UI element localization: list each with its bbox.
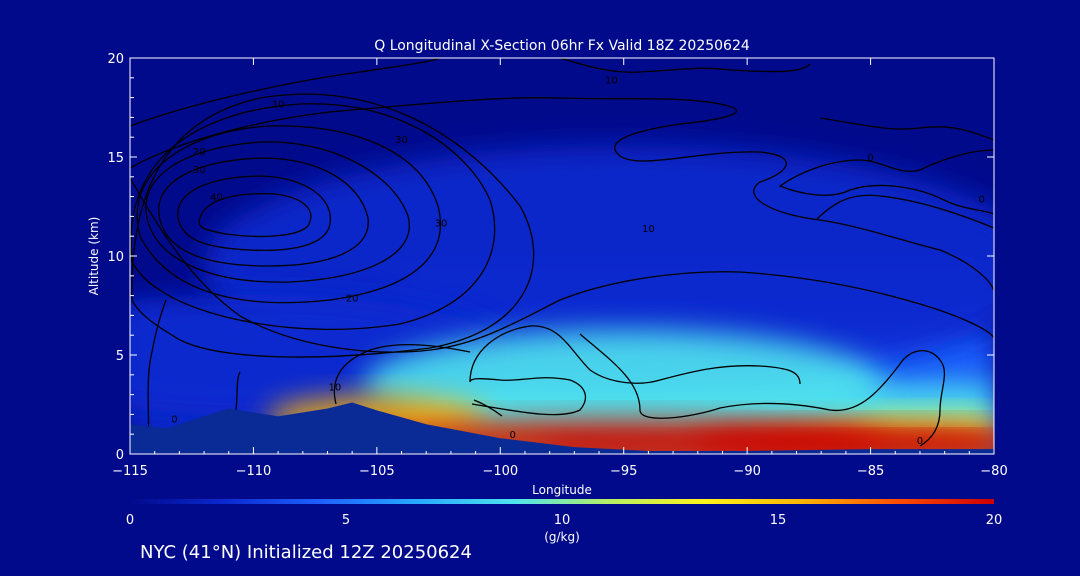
contour-40-core — [198, 192, 312, 238]
y-tick-label: 0 — [116, 448, 124, 463]
contour-label: 30 — [435, 218, 448, 229]
moist-core-east — [690, 426, 994, 454]
contour-10-low-c — [579, 333, 946, 447]
contour-label: 10 — [272, 100, 285, 111]
contour-label: 0 — [171, 414, 177, 425]
plot-area: 10 20 30 40 30 30 10 10 20 0 0 10 0 0 0 — [130, 58, 994, 454]
colorbar-label: (g/kg) — [544, 530, 580, 544]
contour-10-north — [130, 58, 441, 127]
contour-10-mid — [130, 97, 994, 300]
contour-west-3 — [333, 344, 471, 405]
contour-10-low-a — [469, 325, 801, 385]
contour-30-b — [145, 141, 410, 283]
x-tick-label: −105 — [359, 464, 395, 479]
contour-label: 0 — [917, 436, 923, 447]
contour-label: 40 — [210, 193, 223, 204]
x-tick-label: −80 — [980, 464, 1007, 479]
terrain — [130, 402, 994, 454]
y-tick-label: 15 — [107, 151, 124, 166]
colorbar-tick-label: 5 — [342, 513, 350, 528]
x-tick-label: −90 — [733, 464, 760, 479]
contour-label: 0 — [509, 430, 515, 441]
y-tick-label: 5 — [116, 349, 124, 364]
contour-label: 10 — [329, 383, 342, 394]
colorbar-bar — [130, 499, 994, 504]
contour-40 — [177, 175, 331, 252]
y-tick-label: 10 — [107, 250, 124, 265]
chart-title: Q Longitudinal X-Section 06hr Fx Valid 1… — [374, 38, 750, 54]
contour-label: 20 — [193, 147, 206, 158]
x-tick-label: −95 — [610, 464, 637, 479]
moist-layer-mid — [363, 329, 884, 440]
footer-caption: NYC (41°N) Initialized 12Z 20250624 — [140, 542, 472, 563]
colorbar-tick-label: 10 — [554, 513, 571, 528]
contour-30-c — [136, 125, 442, 304]
contour-label: 10 — [642, 224, 655, 235]
contour-label: 0 — [978, 195, 984, 206]
colorbar-tick-label: 15 — [770, 513, 787, 528]
x-tick-label: −115 — [112, 464, 148, 479]
x-tick-label: −110 — [236, 464, 272, 479]
contour-10-lower — [130, 177, 994, 353]
contour-label: 0 — [867, 153, 873, 164]
colorbar-tick-label: 0 — [126, 513, 134, 528]
contour-10-top — [559, 58, 811, 73]
contour-west-1 — [147, 299, 167, 454]
contour-30-a — [158, 157, 369, 267]
x-axis: −115 −110 −105 −100 −95 −90 −85 −80 — [112, 58, 1008, 479]
x-axis-label: Longitude — [532, 483, 592, 497]
colorbar-tick-label: 20 — [986, 513, 1003, 528]
contour-0-east — [778, 149, 994, 215]
y-axis: 0 5 10 15 20 — [107, 52, 994, 463]
contour-10-low-b — [469, 377, 587, 416]
x-tick-label: −85 — [857, 464, 884, 479]
contour-label: 20 — [346, 294, 359, 305]
contour-0-ne2 — [815, 194, 994, 229]
contour-label: 10 — [605, 76, 618, 87]
contour-label: 30 — [395, 135, 408, 146]
contour-label: 30 — [193, 165, 206, 176]
y-tick-label: 20 — [107, 52, 124, 67]
moisture-field — [130, 145, 994, 454]
contour-west-2 — [235, 371, 241, 411]
contour-labels: 10 20 30 40 30 30 10 10 20 0 0 10 0 0 0 — [171, 76, 985, 447]
contour-low-d — [473, 399, 503, 417]
contour-20-outer — [131, 93, 535, 358]
x-tick-label: −100 — [482, 464, 518, 479]
contour-0-northeast — [819, 117, 994, 141]
contour-20-west — [130, 103, 496, 331]
colorbar: 0 5 10 15 20 (g/kg) — [126, 499, 1002, 544]
contour-lines — [130, 58, 994, 454]
y-axis-label: Altitude (km) — [87, 217, 101, 296]
